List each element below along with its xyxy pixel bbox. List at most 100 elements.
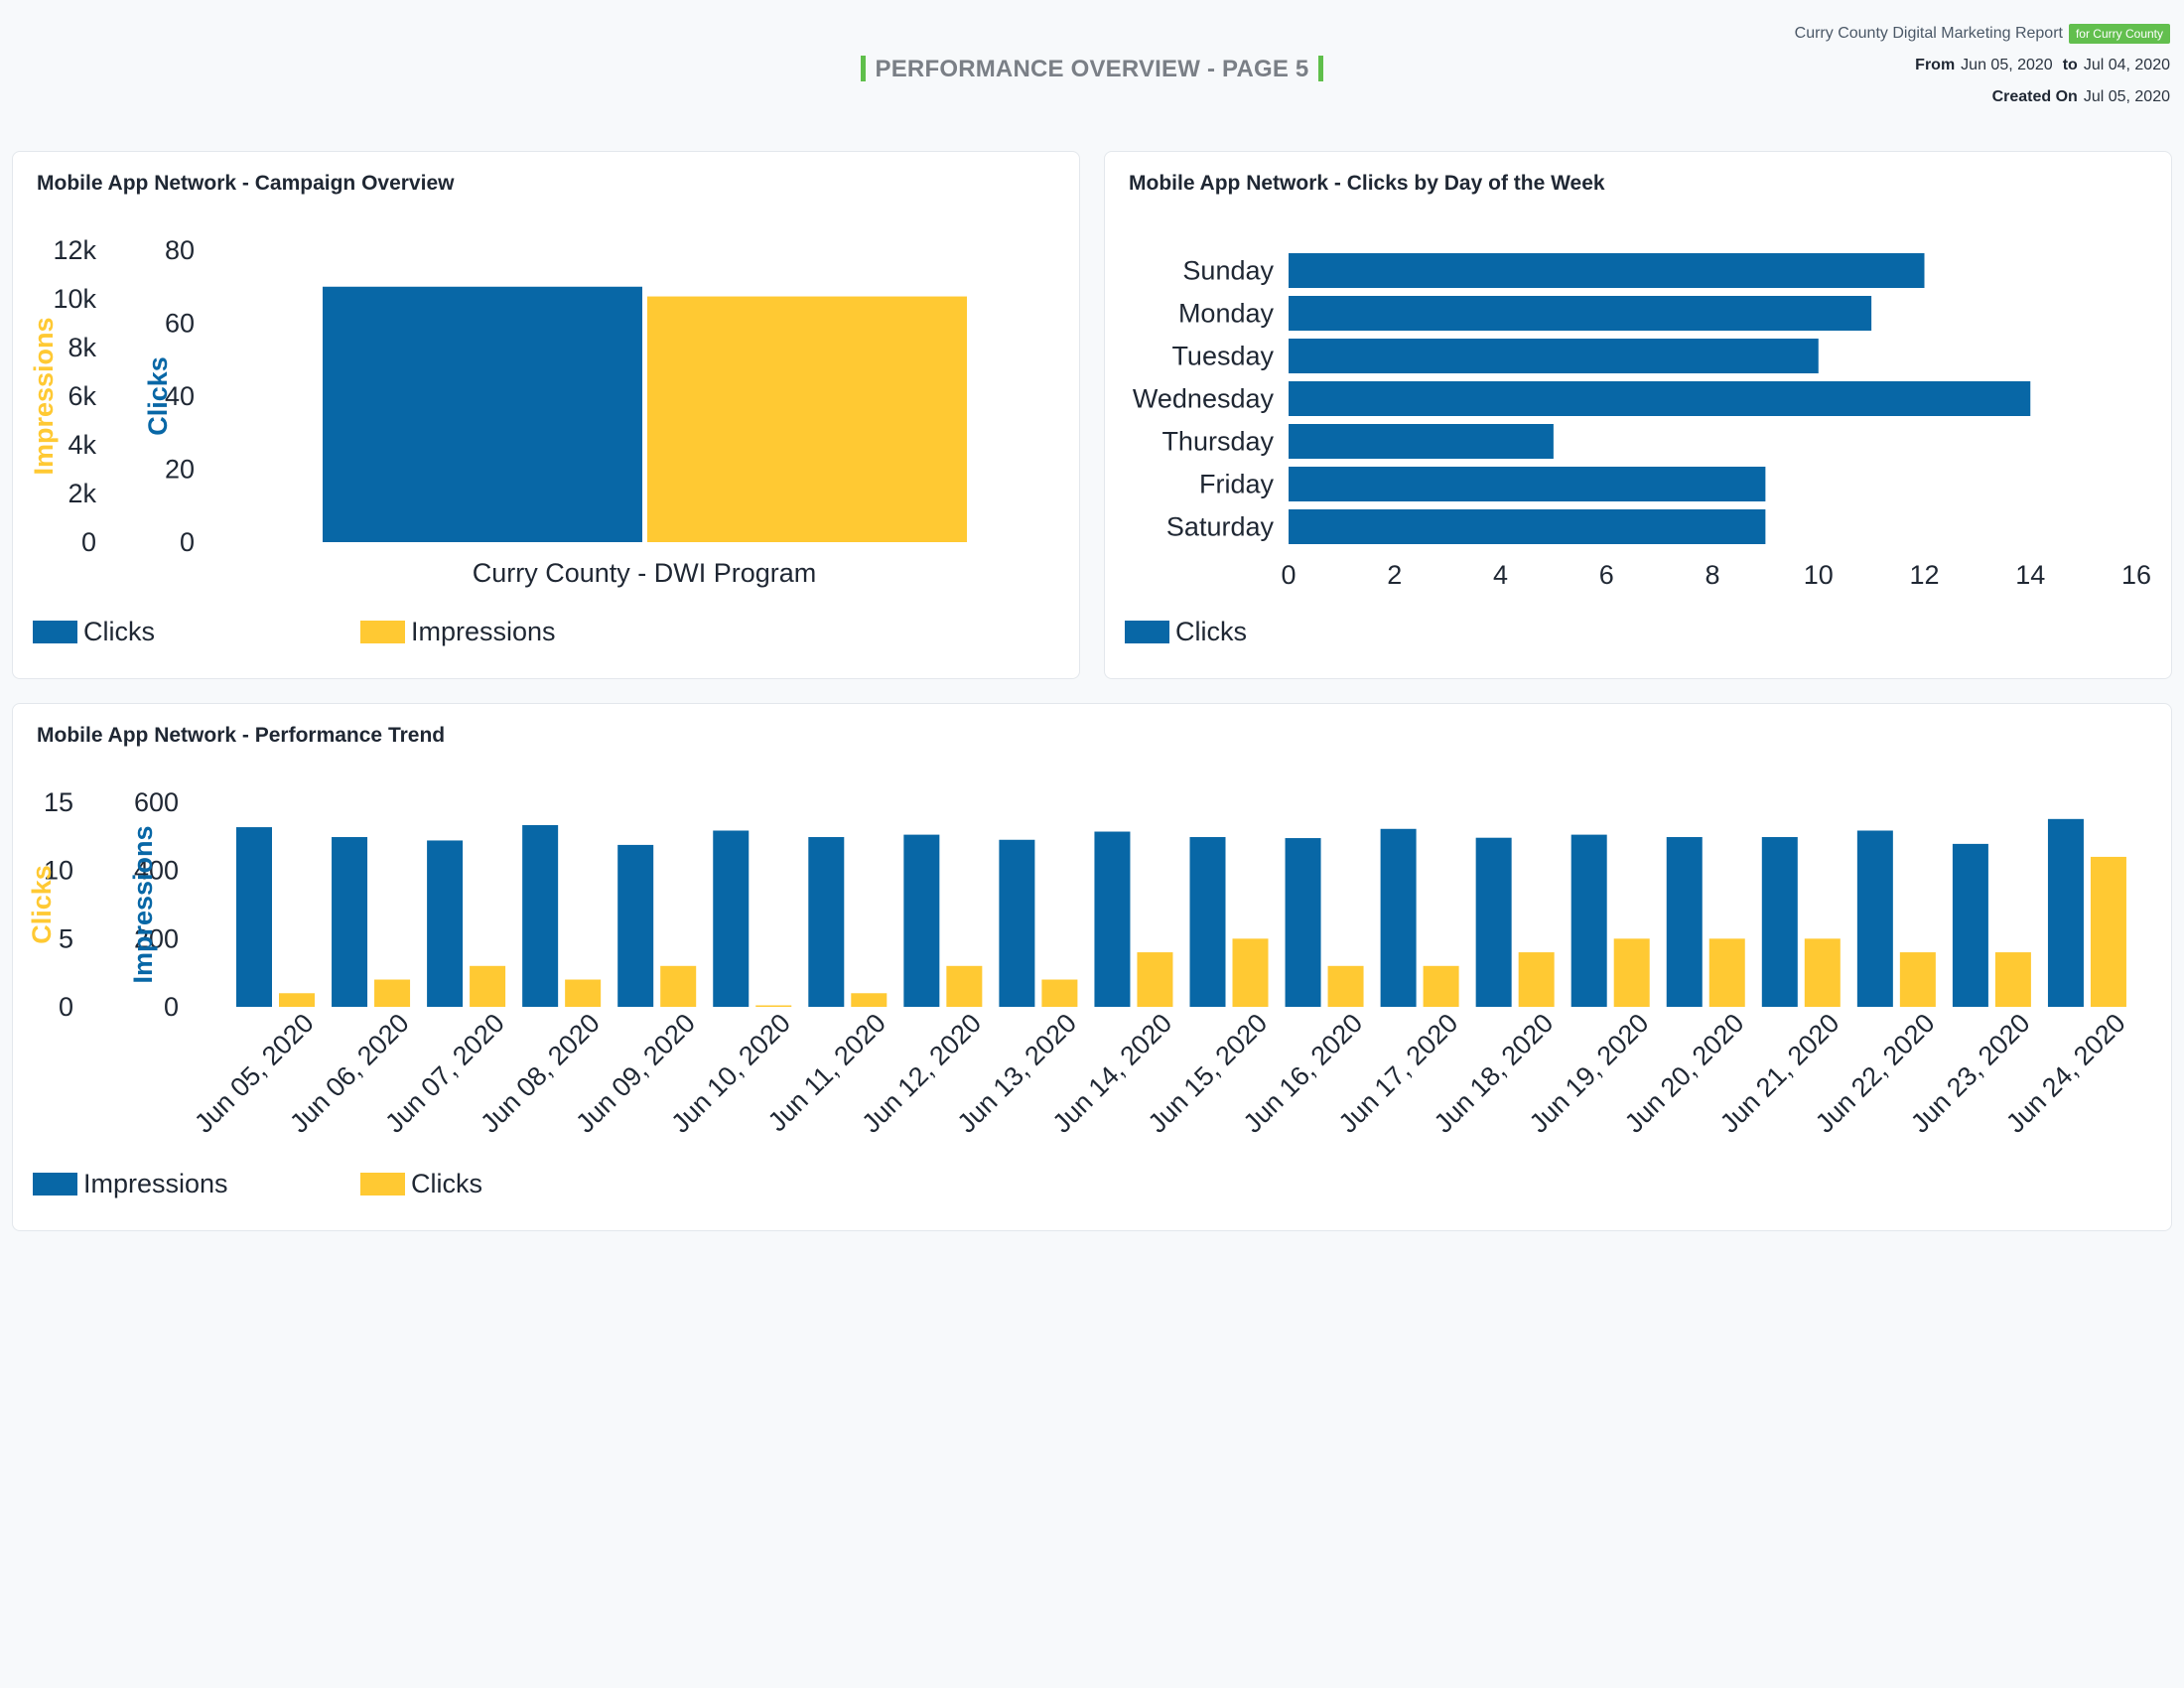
report-title: Curry County Digital Marketing Report	[1794, 25, 2063, 42]
x-tick-label: Curry County - DWI Program	[473, 558, 817, 588]
bar-impressions	[1570, 834, 1607, 1007]
bar-impressions	[617, 844, 654, 1007]
x-tick-label: 12	[1909, 560, 1939, 590]
x-tick-label: 16	[2121, 560, 2151, 590]
bar-clicks	[565, 979, 602, 1007]
y-tick-label-impressions: 2k	[68, 479, 96, 508]
bar-impressions	[427, 840, 464, 1007]
y-tick-label-impressions: 0	[81, 527, 96, 557]
performance-trend-card: Mobile App Network - Performance Trend 0…	[12, 703, 2172, 1231]
bar-clicks	[946, 965, 983, 1007]
legend: Clicks	[1125, 617, 1247, 647]
bar-clicks	[755, 1005, 792, 1007]
y-tick-label-impressions: 6k	[68, 381, 96, 411]
page-title: PERFORMANCE OVERVIEW - PAGE 5	[0, 56, 2184, 83]
bar-impressions	[522, 825, 559, 1007]
y-tick-label-clicks: 40	[165, 381, 195, 411]
x-tick-label: 8	[1705, 560, 1719, 590]
legend-item-clicks[interactable]: Clicks	[360, 1169, 482, 1199]
bar-clicks	[851, 993, 887, 1007]
y-tick-label-clicks: 0	[59, 992, 73, 1022]
campaign-overview-card: Mobile App Network - Campaign Overview 0…	[12, 151, 1080, 679]
legend-item-clicks[interactable]: Clicks	[1125, 617, 1247, 647]
bar-impressions	[999, 839, 1035, 1007]
bar-impressions	[1761, 837, 1798, 1007]
legend-item-clicks[interactable]: Clicks	[33, 617, 360, 647]
to-label: to	[2062, 57, 2078, 73]
bar-clicks	[1041, 979, 1078, 1007]
bar-impressions	[713, 830, 750, 1007]
to-date: Jul 04, 2020	[2083, 57, 2170, 73]
bar-clicks	[1613, 938, 1650, 1007]
x-tick-label: 14	[2015, 560, 2045, 590]
client-badge: for Curry County	[2068, 24, 2170, 44]
bar-clicks	[323, 286, 642, 542]
y-axis-label-clicks: Clicks	[143, 356, 173, 436]
y-tick-label-impressions: 10k	[53, 284, 96, 314]
bar-clicks	[1232, 938, 1269, 1007]
y-tick-label: Tuesday	[1171, 342, 1274, 371]
bar-impressions	[332, 837, 368, 1007]
title-accent-left	[860, 56, 866, 81]
from-date: Jun 05, 2020	[1961, 57, 2053, 73]
bar-clicks	[660, 965, 697, 1007]
y-tick-label-impressions: 12k	[53, 235, 96, 265]
x-tick-label: 0	[1281, 560, 1296, 590]
campaign-overview-chart: 0 2k 4k 6k 8k 10k 12k 0 20 40 60 80 Impressions Click…	[29, 235, 967, 588]
y-tick-label-impressions: 200	[134, 923, 179, 953]
legend-swatch	[33, 1173, 77, 1196]
y-tick-label-clicks: 0	[180, 527, 195, 557]
y-tick-label-impressions: 8k	[68, 333, 96, 362]
y-tick-label: Sunday	[1182, 256, 1274, 286]
bar-impressions	[1285, 838, 1321, 1007]
legend-item-impressions[interactable]: Impressions	[33, 1169, 360, 1199]
bar-clicks	[279, 993, 315, 1007]
x-tick-label: 2	[1387, 560, 1402, 590]
bar-impressions	[647, 296, 967, 542]
legend-label: Clicks	[1175, 617, 1247, 646]
bar-clicks	[1708, 938, 1745, 1007]
page-title-text: PERFORMANCE OVERVIEW - PAGE 5	[875, 56, 1309, 82]
card-title: Mobile App Network - Clicks by Day of th…	[1129, 172, 1605, 195]
bar-impressions	[903, 834, 940, 1007]
bar-clicks	[1423, 965, 1459, 1007]
card-title: Mobile App Network - Performance Trend	[37, 724, 446, 747]
legend-label: Impressions	[83, 1169, 228, 1198]
bar-monday	[1289, 296, 1872, 331]
bar-impressions	[1856, 830, 1893, 1007]
y-tick-label-clicks: 5	[59, 923, 73, 953]
y-tick-label: Thursday	[1161, 427, 1274, 457]
y-tick-label-impressions: 0	[164, 992, 179, 1022]
y-tick-label-clicks: 15	[44, 787, 73, 817]
clicks-by-day-chart: Sunday Monday Tuesday Wednesday Thursday Frid…	[1133, 253, 2151, 590]
y-tick-label: Monday	[1178, 299, 1275, 329]
legend-item-impressions[interactable]: Impressions	[360, 617, 556, 647]
bar-impressions	[2047, 818, 2084, 1007]
legend-label: Clicks	[83, 617, 155, 646]
legend-swatch	[360, 621, 405, 643]
legend: Impressions Clicks	[33, 1169, 482, 1199]
title-accent-right	[1318, 56, 1324, 81]
report-meta: Curry County Digital Marketing Report fo…	[1795, 18, 2170, 113]
y-axis-label-clicks: Clicks	[27, 865, 57, 944]
bar-clicks	[1518, 952, 1555, 1007]
bar-wednesday	[1289, 381, 2031, 416]
bar-tuesday	[1289, 339, 1819, 373]
bar-clicks	[1804, 938, 1841, 1007]
bar-clicks	[1899, 952, 1936, 1007]
created-date: Jul 05, 2020	[2083, 88, 2170, 105]
y-tick-label-impressions: 400	[134, 856, 179, 886]
legend-swatch	[360, 1173, 405, 1196]
bar-friday	[1289, 467, 1766, 501]
bar-impressions	[1475, 837, 1512, 1007]
bar-impressions	[236, 827, 272, 1007]
y-tick-label: Wednesday	[1133, 384, 1275, 414]
bar-clicks	[2090, 856, 2126, 1007]
from-label: From	[1915, 57, 1956, 73]
bar-thursday	[1289, 424, 1554, 459]
bar-impressions	[1666, 837, 1703, 1007]
card-title: Mobile App Network - Campaign Overview	[37, 172, 455, 195]
y-axis-label-impressions: Impressions	[128, 825, 158, 983]
clicks-by-day-card: Mobile App Network - Clicks by Day of th…	[1104, 151, 2172, 679]
y-tick-label-impressions: 4k	[68, 430, 96, 460]
